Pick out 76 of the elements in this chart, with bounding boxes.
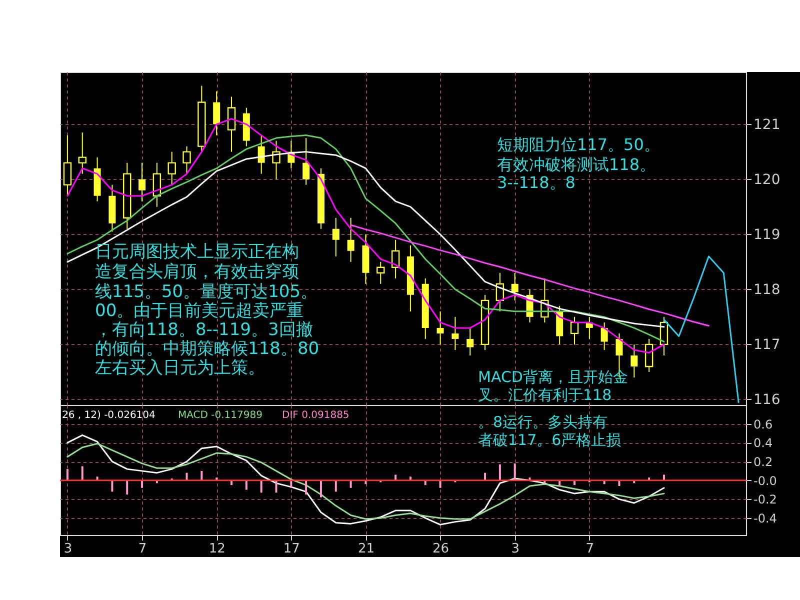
x-tick-label: 12 [208, 542, 226, 556]
candlestick [570, 316, 579, 345]
x-tick-label: 7 [586, 542, 594, 556]
candlestick [272, 140, 280, 180]
annotation: 者破117。6严格止损 [478, 431, 622, 449]
candlestick [78, 132, 86, 174]
annotation: 叉。汇价有利于118 [478, 386, 612, 404]
candlestick [600, 322, 608, 350]
candlestick [347, 217, 354, 262]
annotation: MACD背离，且开始金 [478, 368, 628, 386]
candlestick [63, 134, 72, 196]
bar [439, 480, 442, 488]
candlestick [227, 96, 236, 152]
y-tick-label: 0.6 [754, 417, 773, 432]
x-tick-label: 17 [283, 542, 300, 556]
y-tick-label: -0.2 [754, 492, 777, 507]
y-tick-label: 118 [754, 282, 780, 298]
candlestick [452, 316, 459, 350]
bar [320, 480, 322, 498]
y-tick-label: 119 [754, 226, 780, 243]
annotation: 左右买入日元为上策。 [95, 358, 265, 378]
bar [275, 480, 278, 493]
line-series [66, 434, 665, 526]
bar [81, 466, 84, 480]
candlestick [511, 272, 518, 301]
bar [305, 480, 308, 494]
annotation: 造复合头肩顶，有效击穿颈 [95, 262, 299, 282]
y-tick-label: 117 [754, 336, 780, 353]
candlestick [376, 261, 385, 284]
bar [111, 480, 114, 492]
x-tick-label: 3 [511, 542, 520, 556]
annotation: 有效冲破将测试118。 [497, 155, 656, 174]
x-tick-label: 3 [64, 542, 72, 556]
y-tick-label: 116 [754, 392, 780, 408]
candlestick [436, 310, 444, 345]
annotation: MACD -0.117989 [178, 410, 262, 421]
candlestick [258, 134, 265, 174]
y-tick-label: 0.4 [754, 436, 773, 450]
candlestick [644, 338, 654, 372]
candlestick [138, 162, 146, 202]
x-tick-label: 7 [138, 542, 147, 556]
y-tick-label: -0.0 [754, 474, 777, 488]
bar [350, 480, 352, 488]
y-tick-label: -0.4 [754, 512, 777, 526]
annotation: DIF 0.091885 [282, 410, 350, 421]
y-tick-label: 121 [754, 116, 780, 133]
annotation: 3--118。8 [497, 173, 576, 192]
bar [290, 480, 292, 488]
annotation: 00。由于目前美元超卖严重 [95, 301, 304, 321]
bar [141, 480, 144, 488]
bar [245, 480, 248, 490]
y-tick-label: 0.2 [754, 455, 773, 470]
x-tick-label: 26 [432, 542, 450, 556]
bar [260, 480, 262, 493]
line-series [350, 224, 710, 326]
bar [66, 469, 68, 480]
annotation: 短期阻力位117。50。 [497, 135, 660, 154]
annotation: ，有向118。8--119。3回撤 [95, 320, 313, 340]
bar [126, 480, 128, 494]
candlestick [182, 146, 191, 174]
candlestick [630, 344, 638, 378]
annotation: 的倾向。中期策略候118。80 [95, 339, 320, 359]
bar [334, 480, 337, 492]
x-tick-label: 21 [358, 542, 374, 556]
annotation: 26 , 12) -0.026104 [62, 410, 156, 421]
bar [514, 463, 516, 480]
candlestick [466, 327, 474, 356]
bar [498, 464, 501, 480]
line-series [663, 256, 740, 403]
candlestick [332, 217, 340, 257]
annotation: 日元周图技术上显示正在构 [95, 242, 299, 262]
candlestick [302, 138, 310, 186]
y-tick-label: 120 [754, 172, 780, 188]
annotation: 线115。50。量度可达105。 [95, 282, 318, 302]
candlestick [168, 151, 176, 186]
candlestick [213, 90, 220, 136]
